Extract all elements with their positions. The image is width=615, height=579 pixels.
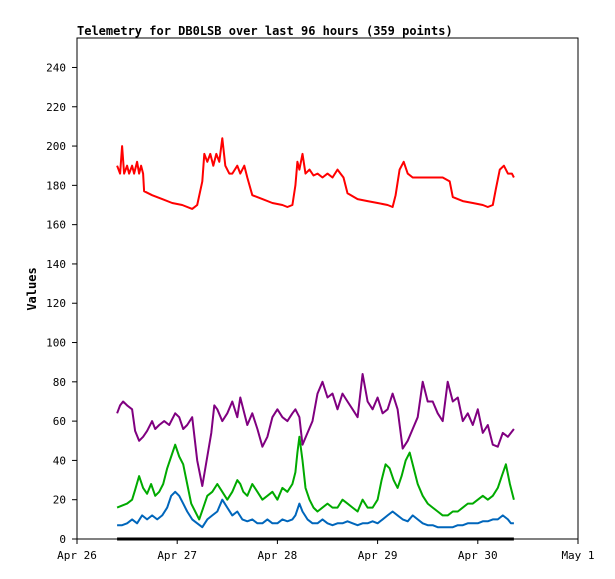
x-tick-label: Apr 26 xyxy=(57,549,97,562)
y-tick-label: 80 xyxy=(53,376,66,389)
x-tick-label: May 1 xyxy=(561,549,594,562)
chart-title: Telemetry for DB0LSB over last 96 hours … xyxy=(77,24,453,38)
y-tick-label: 0 xyxy=(59,533,66,546)
y-tick-label: 40 xyxy=(53,454,66,467)
y-tick-label: 200 xyxy=(46,140,66,153)
x-tick-label: Apr 29 xyxy=(358,549,398,562)
x-tick-label: Apr 28 xyxy=(258,549,298,562)
series-line-2 xyxy=(116,373,515,487)
y-tick-label: 100 xyxy=(46,337,66,350)
y-axis-label: Values xyxy=(25,267,39,310)
x-tick-label: Apr 27 xyxy=(157,549,197,562)
series-layer xyxy=(116,137,515,529)
y-tick-label: 120 xyxy=(46,297,66,310)
y-tick-label: 140 xyxy=(46,258,66,271)
plot-frame xyxy=(76,37,579,540)
series-line-3 xyxy=(116,435,515,521)
y-tick-label: 160 xyxy=(46,219,66,232)
series-line-4 xyxy=(117,490,514,529)
y-axis: 0 20 40 60 80 100 120 140 160 180 200 220 240 xyxy=(46,61,77,546)
y-tick-label: 20 xyxy=(53,494,66,507)
y-tick-label: 60 xyxy=(53,415,66,428)
x-tick-label: Apr 30 xyxy=(458,549,498,562)
x-axis: Apr 26 Apr 27 Apr 28 Apr 29 Apr 30 May 1 xyxy=(57,537,595,562)
y-tick-label: 220 xyxy=(46,101,66,114)
series-line-1 xyxy=(116,137,515,210)
y-tick-label: 240 xyxy=(46,61,66,74)
y-tick-label: 180 xyxy=(46,179,66,192)
